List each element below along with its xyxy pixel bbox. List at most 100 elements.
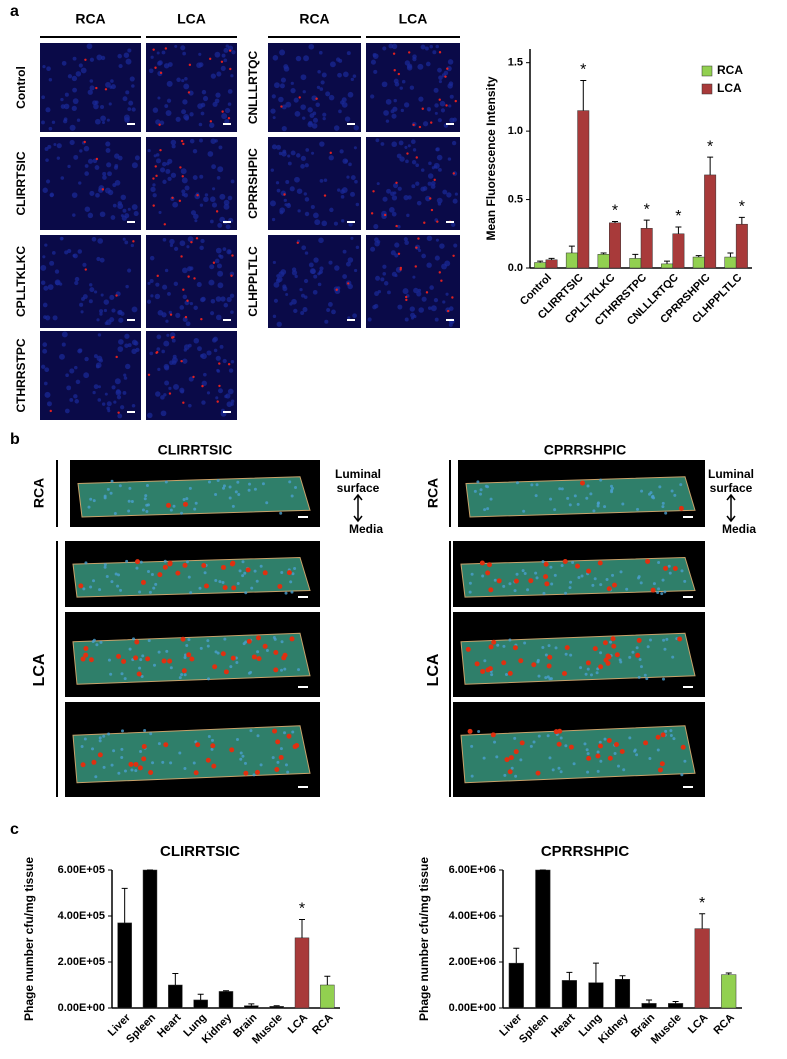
signal bbox=[585, 660, 591, 666]
nucleus bbox=[42, 187, 48, 193]
nucleus bbox=[198, 122, 203, 127]
nucleus bbox=[669, 729, 673, 733]
nucleus bbox=[139, 750, 143, 754]
signal bbox=[465, 646, 471, 652]
bar bbox=[142, 869, 158, 1009]
nucleus bbox=[135, 347, 140, 353]
nucleus bbox=[178, 751, 182, 755]
nucleus bbox=[127, 207, 131, 211]
significance: * bbox=[699, 895, 705, 912]
signal bbox=[262, 643, 268, 649]
nucleus bbox=[84, 164, 89, 168]
nucleus bbox=[96, 54, 103, 61]
nucleus bbox=[120, 672, 124, 676]
nucleus bbox=[42, 255, 46, 259]
signal bbox=[212, 664, 218, 670]
nucleus bbox=[513, 736, 517, 740]
nucleus bbox=[636, 507, 640, 511]
nucleus bbox=[84, 561, 88, 565]
nucleus bbox=[189, 301, 194, 306]
nucleus bbox=[300, 155, 306, 161]
nucleus bbox=[307, 121, 313, 128]
panel-title: CLIRRTSIC bbox=[158, 442, 233, 458]
nucleus bbox=[92, 390, 96, 395]
column-header: RCA bbox=[75, 11, 105, 27]
nucleus bbox=[433, 297, 439, 303]
nucleus bbox=[160, 410, 167, 417]
nucleus bbox=[399, 86, 403, 90]
nucleus bbox=[564, 652, 568, 656]
row-label: CNLLLRTQC bbox=[246, 51, 260, 125]
nucleus bbox=[109, 491, 113, 495]
nucleus bbox=[175, 116, 181, 122]
signal bbox=[208, 57, 212, 61]
nucleus bbox=[546, 734, 550, 738]
signal bbox=[289, 636, 295, 642]
nucleus bbox=[403, 195, 409, 201]
nucleus bbox=[661, 505, 665, 509]
nucleus bbox=[255, 579, 259, 583]
nucleus bbox=[123, 52, 130, 58]
nucleus bbox=[412, 275, 416, 279]
nucleus bbox=[49, 193, 54, 198]
nucleus bbox=[370, 59, 376, 65]
bar bbox=[535, 869, 551, 1009]
nucleus bbox=[437, 118, 442, 123]
nucleus bbox=[161, 760, 165, 764]
signal bbox=[406, 152, 409, 155]
nucleus bbox=[541, 560, 545, 564]
nucleus bbox=[120, 756, 124, 760]
nucleus bbox=[44, 367, 50, 373]
bar bbox=[218, 991, 234, 1009]
nucleus bbox=[272, 260, 276, 265]
nucleus bbox=[211, 202, 218, 208]
nucleus bbox=[596, 504, 600, 508]
nucleus bbox=[663, 647, 667, 651]
y-tick-label: 1.5 bbox=[508, 57, 523, 69]
signal bbox=[251, 654, 257, 660]
nucleus bbox=[92, 579, 96, 583]
nucleus bbox=[150, 573, 154, 577]
signal bbox=[80, 762, 86, 768]
nucleus bbox=[109, 672, 113, 676]
nucleus bbox=[127, 343, 132, 348]
error-bar bbox=[643, 219, 650, 229]
nucleus bbox=[215, 92, 221, 98]
nucleus bbox=[44, 147, 49, 151]
nucleus bbox=[390, 191, 395, 197]
nucleus bbox=[320, 80, 325, 85]
nucleus bbox=[241, 754, 245, 758]
nucleus bbox=[305, 148, 310, 152]
signal bbox=[501, 660, 507, 666]
signal bbox=[216, 400, 219, 403]
nucleus bbox=[122, 391, 127, 395]
signal bbox=[188, 63, 192, 67]
nucleus bbox=[397, 224, 401, 229]
nucleus bbox=[402, 288, 409, 295]
nucleus bbox=[273, 298, 279, 303]
nucleus bbox=[307, 107, 313, 113]
nucleus bbox=[93, 103, 99, 110]
nucleus bbox=[187, 638, 191, 642]
nucleus bbox=[160, 395, 165, 400]
nucleus bbox=[404, 240, 409, 245]
bar bbox=[244, 1005, 259, 1009]
nucleus bbox=[193, 507, 197, 511]
nucleus bbox=[256, 734, 260, 738]
signal bbox=[222, 585, 228, 591]
nucleus bbox=[103, 494, 107, 498]
signal bbox=[436, 220, 439, 223]
nucleus bbox=[568, 503, 572, 507]
nucleus bbox=[638, 657, 642, 661]
signal bbox=[83, 140, 86, 144]
signal bbox=[635, 652, 641, 658]
signal bbox=[180, 359, 183, 363]
nucleus bbox=[679, 483, 683, 487]
nucleus bbox=[42, 348, 48, 354]
nucleus bbox=[201, 400, 206, 405]
nucleus bbox=[544, 676, 548, 680]
nucleus bbox=[116, 395, 122, 400]
y-axis-label: Phage number cfu/mg tissue bbox=[417, 857, 431, 1021]
error-bar bbox=[646, 999, 653, 1004]
nucleus bbox=[324, 319, 329, 324]
